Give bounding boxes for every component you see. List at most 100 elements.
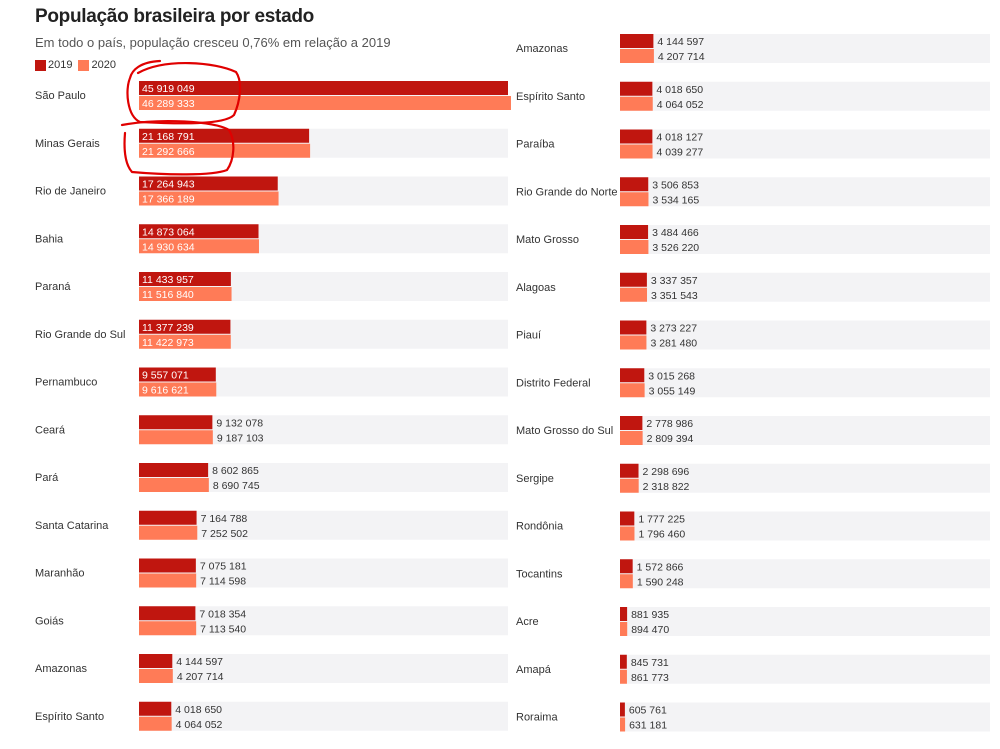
value-label-2019: 845 731 [631,657,669,669]
value-label-2020: 3 526 220 [652,242,699,254]
state-label: Piauí [516,330,541,342]
value-label-2019: 4 018 127 [656,132,703,144]
value-label-2020: 9 616 621 [142,385,189,397]
bar-2019 [620,320,647,335]
value-label-2019: 4 018 650 [175,704,222,716]
state-label: Roraima [516,712,558,724]
value-label-2019: 2 778 986 [646,418,693,430]
row-acre: Acre 881 935 894 470 [516,607,990,636]
value-label-2019: 21 168 791 [142,131,195,143]
bar-2020 [620,478,639,493]
bar-2020 [620,431,643,445]
value-label-2020: 894 470 [631,624,669,636]
row-alagoas: Alagoas 3 337 357 3 351 543 [516,272,990,302]
row-para: Pará 8 602 865 8 690 745 [35,463,508,492]
bar-2019 [139,272,231,286]
value-label-2020: 4 207 714 [177,671,224,683]
bar-2019 [620,81,653,96]
legend-item-2020: 2020 [78,59,116,71]
value-label-2020: 7 252 502 [201,528,248,540]
bar-2019 [139,81,508,95]
bar-track [620,702,990,732]
row-paraiba: Paraíba 4 018 127 4 039 277 [516,129,990,159]
value-label-2020: 4 039 277 [657,147,704,159]
value-label-2020: 21 292 666 [142,146,195,158]
bar-2019 [139,128,310,143]
value-label-2020: 3 281 480 [650,338,697,350]
bar-2020 [139,573,197,588]
bar-2020 [139,478,209,492]
value-label-2020: 14 930 634 [142,241,195,253]
bar-2019 [620,607,628,621]
value-label-2020: 861 773 [631,672,669,684]
state-label: Rio de Janeiro [35,186,106,198]
bar-2020 [139,191,279,206]
bar-2020 [620,622,628,636]
bar-2020 [139,143,311,158]
state-label: Paraíba [516,139,555,151]
bar-track [620,34,990,63]
bar-2019 [620,34,654,48]
bar-2020 [620,669,627,684]
row-amazonas: Amazonas 4 144 597 4 207 714 [35,654,508,683]
value-label-2019: 3 484 466 [652,227,699,239]
bar-2019 [139,510,197,525]
row-parana: Paraná 11 433 957 11 516 840 [35,272,508,301]
bar-2019 [620,702,625,717]
value-label-2020: 17 366 189 [142,194,195,206]
bar-2020 [139,716,172,731]
bar-2019 [620,654,627,669]
row-goias: Goiás 7 018 354 7 113 540 [35,606,508,636]
value-label-2019: 9 132 078 [216,417,263,429]
value-label-2019: 14 873 064 [142,226,195,238]
value-label-2019: 11 377 239 [142,322,194,334]
row-roraima: Roraima 605 761 631 181 [516,702,990,732]
bar-2019 [139,319,231,334]
row-maranhao: Maranhão 7 075 181 7 114 598 [35,558,508,588]
row-santa-catarina: Santa Catarina 7 164 788 7 252 502 [35,510,508,540]
annotation-circle-sao-paulo [126,59,242,125]
bar-2020 [620,526,635,541]
bar-track [620,177,990,207]
value-label-2019: 7 018 354 [199,608,246,620]
row-sergipe: Sergipe 2 298 696 2 318 822 [516,463,990,493]
bar-2019 [620,225,649,239]
row-mato-grosso: Mato Grosso 3 484 466 3 526 220 [516,225,990,254]
bar-2020 [620,335,647,350]
row-espirito-santo: Espírito Santo 4 018 650 4 064 052 [35,701,508,731]
value-label-2020: 3 534 165 [652,194,699,206]
state-label: Alagoas [516,282,556,294]
bar-track [620,463,990,493]
bar-2019 [139,415,213,430]
bar-2019 [620,511,635,526]
state-label: Espírito Santo [516,91,585,103]
row-rio-de-janeiro: Rio de Janeiro 17 264 943 17 366 189 [35,176,508,206]
bar-2020 [139,96,511,110]
state-label: Minas Gerais [35,138,100,150]
value-label-2019: 7 164 788 [201,513,248,525]
state-label: Santa Catarina [35,520,109,532]
chart-title: População brasileira por estado [35,6,314,27]
row-mato-grosso-do-sul: Mato Grosso do Sul 2 778 986 2 809 394 [516,416,990,445]
bar-track [620,368,990,398]
state-label: Goiás [35,615,64,627]
value-label-2020: 3 055 149 [649,385,696,397]
bar-2020 [620,144,653,159]
bar-2019 [139,176,278,191]
bar-2019 [620,177,649,192]
state-label: Bahia [35,233,64,245]
value-label-2020: 631 181 [629,720,667,732]
value-label-2019: 2 298 696 [643,466,690,478]
bar-2019 [620,416,643,430]
row-pernambuco: Pernambuco 9 557 071 9 616 621 [35,367,508,397]
bar-2019 [139,367,216,382]
value-label-2020: 2 318 822 [643,481,690,493]
legend-item-2019: 2019 [35,59,72,71]
bar-2019 [139,463,209,477]
state-label: Mato Grosso [516,234,579,246]
row-bahia: Bahia 14 873 064 14 930 634 [35,224,508,254]
bar-2020 [620,240,649,254]
bar-track [139,701,508,731]
value-label-2019: 4 144 597 [176,656,223,668]
